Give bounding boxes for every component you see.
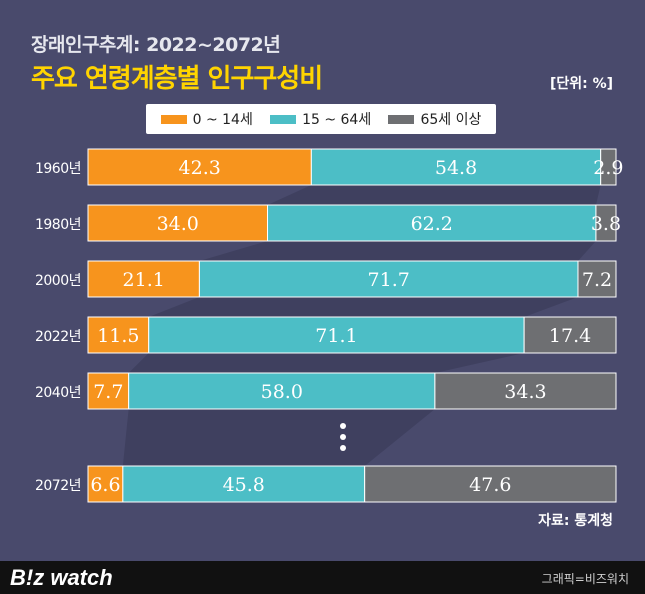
legend-label-65-plus: 65세 이상 — [420, 112, 482, 128]
category-label: 2072년 — [35, 478, 81, 494]
footer-bar: B!z watch 그래픽=비즈워치 — [0, 561, 645, 594]
bar-segment — [310, 148, 602, 186]
data-label: 3.8 — [591, 213, 621, 235]
category-label: 2040년 — [35, 385, 81, 401]
bar-segment — [364, 465, 617, 503]
connector-shadow — [122, 409, 435, 466]
data-label: 62.2 — [411, 213, 453, 235]
category-label: 1980년 — [35, 217, 81, 233]
bar-segment — [600, 148, 617, 186]
data-label: 6.6 — [90, 474, 120, 496]
data-label: 47.6 — [469, 474, 511, 496]
data-label: 7.2 — [582, 269, 612, 291]
data-label: 2.9 — [593, 157, 623, 179]
data-label: 45.8 — [223, 474, 265, 496]
data-label: 34.3 — [504, 381, 546, 403]
data-label: 42.3 — [179, 157, 221, 179]
connector-shadows — [122, 185, 601, 466]
legend: 0 ~ 14세 15 ~ 64세 65세 이상 — [146, 104, 496, 134]
data-label: 21.1 — [123, 269, 165, 291]
data-label: 71.7 — [368, 269, 410, 291]
bar-segment — [198, 260, 579, 298]
connector-shadow — [148, 297, 578, 317]
ellipsis-dot — [340, 423, 346, 429]
source-note: 자료: 통계청 — [538, 513, 613, 529]
data-label: 58.0 — [261, 381, 303, 403]
connector-shadow — [267, 185, 601, 205]
data-label: 17.4 — [549, 325, 591, 347]
bar-segment — [87, 316, 150, 354]
legend-label-0-14: 0 ~ 14세 — [192, 112, 253, 128]
unit-label: [단위: %] — [549, 76, 613, 92]
bizwatch-logo: B!z watch — [10, 565, 113, 590]
connector-shadow — [128, 353, 525, 373]
category-label: 2022년 — [35, 329, 81, 345]
stacked-bar-chart: 1960년 42.3 54.8 2.9 1980년 34.0 62.2 3.8 2000년 21.… — [35, 148, 623, 503]
legend-item-15-64: 15 ~ 64세 — [270, 109, 371, 129]
graphic-credit: 그래픽=비즈워치 — [541, 572, 629, 586]
legend-label-15-64: 15 ~ 64세 — [302, 112, 372, 128]
bar-segment — [87, 148, 312, 186]
legend-swatch-0-14 — [160, 114, 187, 124]
bar-segment — [577, 260, 617, 298]
ellipsis-dot — [340, 445, 346, 451]
bar-segment — [87, 372, 130, 410]
legend-swatch-65-plus — [388, 114, 415, 124]
data-label: 54.8 — [435, 157, 477, 179]
category-label: 2000년 — [35, 273, 81, 289]
connector-shadow — [199, 241, 596, 261]
legend-item-65-plus: 65세 이상 — [388, 109, 481, 129]
bar-segment — [87, 465, 124, 503]
data-label: 34.0 — [157, 213, 199, 235]
chart-subtitle: 장래인구추계: 2022~2072년 — [31, 34, 281, 56]
ellipsis-dot — [340, 434, 346, 440]
data-label: 7.7 — [93, 381, 123, 403]
bar-segment — [267, 204, 597, 242]
bar-segment — [122, 465, 366, 503]
category-label: 1960년 — [35, 161, 81, 177]
legend-swatch-15-64 — [270, 114, 297, 124]
data-label: 11.5 — [97, 325, 139, 347]
bar-segment — [595, 204, 617, 242]
bar-segment — [128, 372, 436, 410]
legend-item-0-14: 0 ~ 14세 — [160, 109, 253, 129]
data-label: 71.1 — [315, 325, 357, 347]
bar-segment — [148, 316, 525, 354]
chart-title: 주요 연령계층별 인구구성비 — [31, 64, 323, 94]
bar-segment — [523, 316, 617, 354]
bar-segment — [434, 372, 617, 410]
